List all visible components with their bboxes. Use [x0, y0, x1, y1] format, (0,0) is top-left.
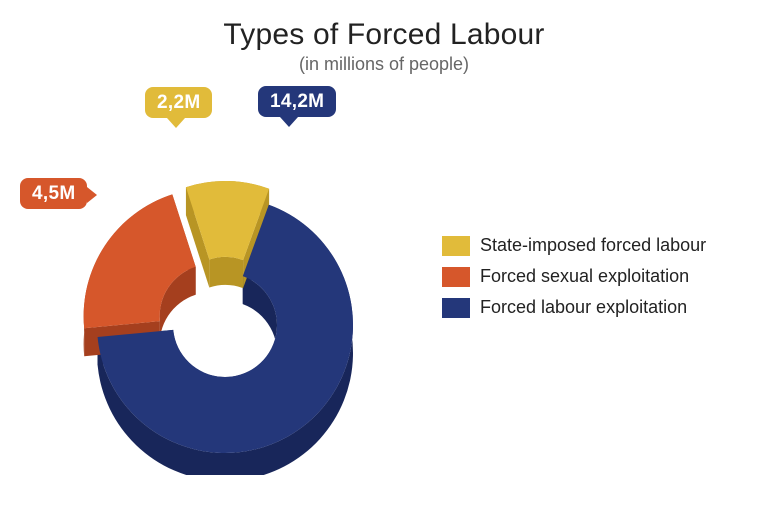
value-callout: 14,2M — [258, 86, 336, 117]
legend-label: State-imposed forced labour — [480, 235, 706, 256]
legend-swatch — [442, 298, 470, 318]
value-callout: 2,2M — [145, 87, 212, 118]
value-callout-text: 14,2M — [270, 91, 324, 112]
legend-item: State-imposed forced labour — [442, 235, 706, 256]
legend-swatch — [442, 236, 470, 256]
legend-item: Forced sexual exploitation — [442, 266, 706, 287]
value-callout-text: 4,5M — [32, 183, 75, 204]
legend: State-imposed forced labour Forced sexual… — [442, 235, 706, 318]
chart-area: State-imposed forced labour Forced sexual… — [0, 75, 768, 475]
legend-swatch — [442, 267, 470, 287]
legend-label: Forced labour exploitation — [480, 297, 687, 318]
chart-title: Types of Forced Labour — [0, 18, 768, 52]
value-callout: 4,5M — [20, 178, 87, 209]
value-callout-text: 2,2M — [157, 92, 200, 113]
legend-label: Forced sexual exploitation — [480, 266, 689, 287]
legend-item: Forced labour exploitation — [442, 297, 706, 318]
chart-subtitle: (in millions of people) — [0, 54, 768, 75]
title-block: Types of Forced Labour (in millions of p… — [0, 0, 768, 75]
slice-forced_sexual_exploitation — [84, 194, 196, 328]
